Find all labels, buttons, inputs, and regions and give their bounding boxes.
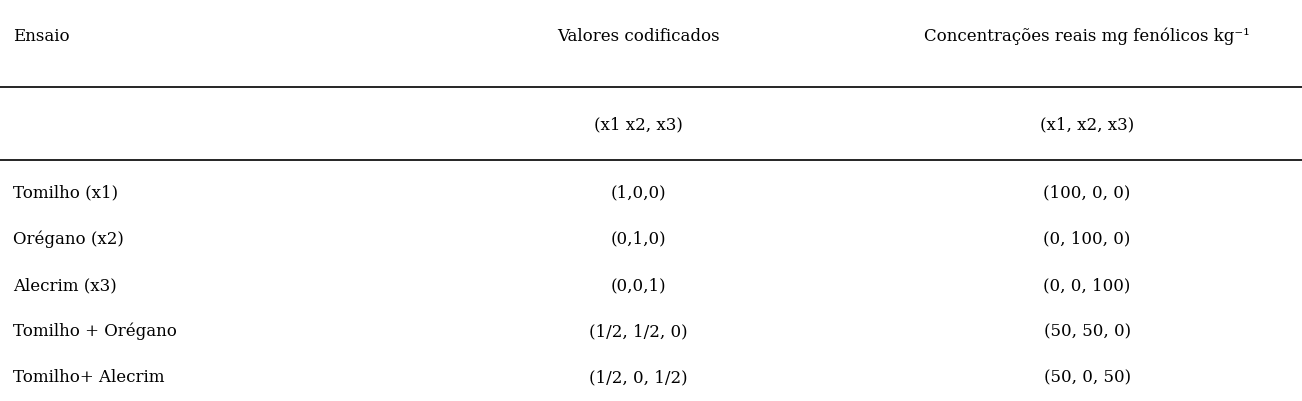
Text: (1/2, 0, 1/2): (1/2, 0, 1/2) [589, 369, 687, 385]
Text: (0,0,1): (0,0,1) [611, 276, 665, 293]
Text: (0, 0, 100): (0, 0, 100) [1043, 276, 1131, 293]
Text: (50, 50, 0): (50, 50, 0) [1044, 322, 1130, 339]
Text: Tomilho + Orégano: Tomilho + Orégano [13, 322, 177, 340]
Text: Orégano (x2): Orégano (x2) [13, 230, 124, 247]
Text: Valores codificados: Valores codificados [557, 28, 719, 45]
Text: (1/2, 1/2, 0): (1/2, 1/2, 0) [589, 322, 687, 339]
Text: Concentrações reais mg fenólicos kg⁻¹: Concentrações reais mg fenólicos kg⁻¹ [924, 27, 1250, 45]
Text: Tomilho (x1): Tomilho (x1) [13, 184, 118, 201]
Text: (1,0,0): (1,0,0) [611, 184, 665, 201]
Text: (0,1,0): (0,1,0) [611, 230, 665, 247]
Text: (0, 100, 0): (0, 100, 0) [1043, 230, 1131, 247]
Text: (x1 x2, x3): (x1 x2, x3) [594, 116, 682, 133]
Text: Alecrim (x3): Alecrim (x3) [13, 276, 117, 293]
Text: (x1, x2, x3): (x1, x2, x3) [1040, 116, 1134, 133]
Text: (100, 0, 0): (100, 0, 0) [1043, 184, 1131, 201]
Text: Tomilho+ Alecrim: Tomilho+ Alecrim [13, 369, 164, 385]
Text: (50, 0, 50): (50, 0, 50) [1044, 369, 1130, 385]
Text: Ensaio: Ensaio [13, 28, 69, 45]
